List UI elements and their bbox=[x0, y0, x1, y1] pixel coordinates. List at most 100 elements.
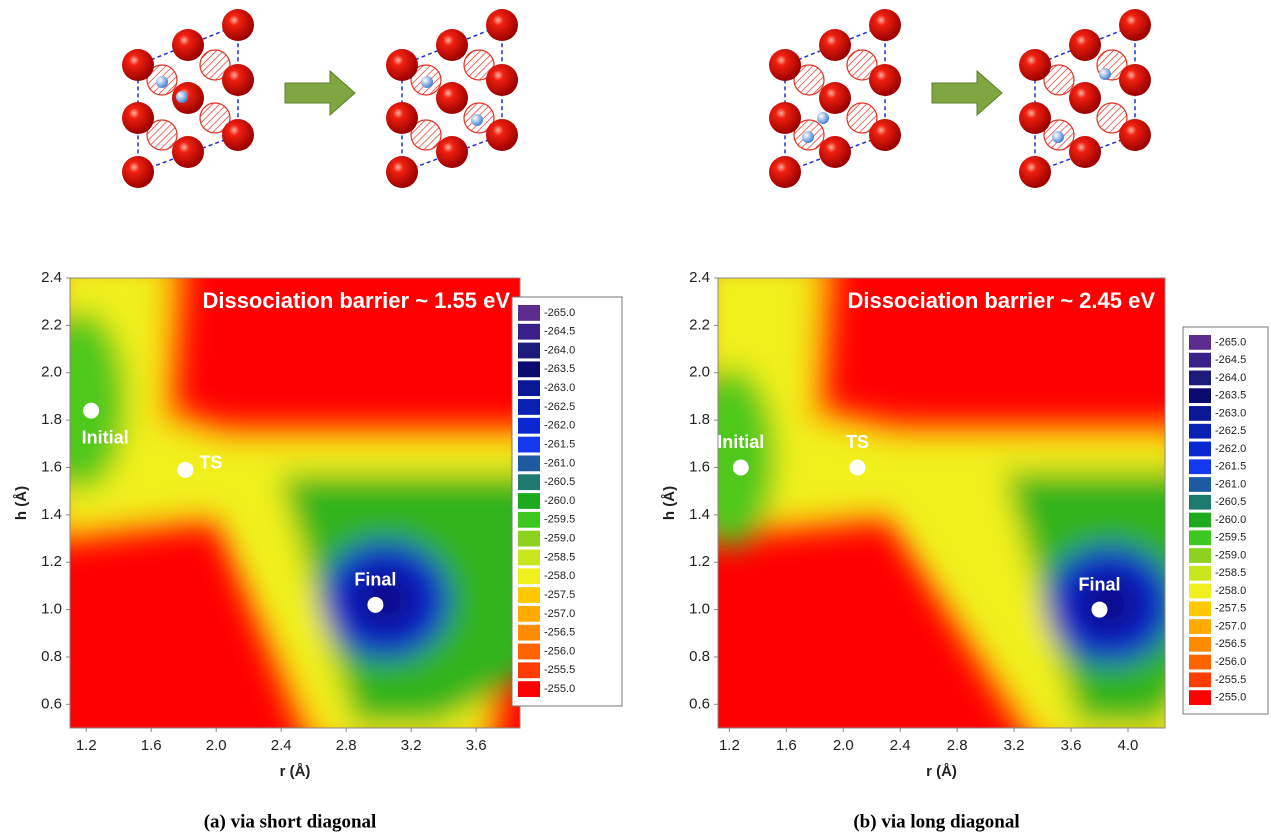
x-tick-label: 3.2 bbox=[401, 737, 422, 754]
legend-swatch bbox=[1189, 619, 1211, 634]
y-axis-label: h (Å) bbox=[661, 486, 678, 520]
legend-swatch bbox=[1189, 406, 1211, 421]
legend-label: -261.0 bbox=[1215, 478, 1246, 490]
x-tick-label: 2.8 bbox=[336, 737, 357, 754]
figure: 1.21.62.02.42.83.23.60.60.81.01.21.41.61… bbox=[0, 0, 1271, 835]
legend-label: -255.5 bbox=[544, 664, 575, 676]
legend-swatch bbox=[518, 662, 540, 678]
legend-label: -259.5 bbox=[1215, 532, 1246, 544]
legend-swatch bbox=[1189, 477, 1211, 492]
y-tick-label: 1.2 bbox=[41, 553, 62, 570]
legend-swatch bbox=[518, 380, 540, 396]
x-axis-label: r (Å) bbox=[280, 763, 311, 780]
legend-swatch bbox=[518, 361, 540, 377]
legend-label: -263.0 bbox=[1215, 407, 1246, 419]
legend-label: -263.5 bbox=[1215, 390, 1246, 402]
point-label: TS bbox=[846, 432, 869, 452]
x-tick-label: 1.6 bbox=[776, 737, 797, 754]
legend-swatch bbox=[1189, 655, 1211, 670]
contour-surface bbox=[686, 258, 1220, 748]
legend-label: -260.0 bbox=[1215, 514, 1246, 526]
contour-surface bbox=[36, 258, 550, 748]
legend-swatch bbox=[1189, 442, 1211, 457]
y-tick-label: 2.0 bbox=[689, 364, 710, 381]
legend-swatch bbox=[518, 531, 540, 547]
legend-label: -261.0 bbox=[544, 457, 575, 469]
legend-swatch bbox=[518, 493, 540, 509]
point-label: TS bbox=[199, 453, 222, 473]
x-tick-label: 1.6 bbox=[141, 737, 162, 754]
caption: (b) via long diagonal bbox=[853, 811, 1019, 832]
y-tick-label: 0.8 bbox=[41, 648, 62, 665]
y-tick-label: 1.8 bbox=[41, 411, 62, 428]
x-tick-label: 2.0 bbox=[206, 737, 227, 754]
annotation: Dissociation barrier ~ 1.55 eV bbox=[202, 288, 510, 313]
legend-label: -264.0 bbox=[1215, 372, 1246, 384]
legend-swatch bbox=[1189, 335, 1211, 350]
arrow bbox=[285, 71, 355, 115]
point-label: Initial bbox=[82, 427, 129, 447]
legend-swatch bbox=[518, 399, 540, 415]
x-tick-label: 2.4 bbox=[890, 737, 911, 754]
y-tick-label: 1.2 bbox=[689, 553, 710, 570]
legend-swatch bbox=[518, 550, 540, 566]
legend-label: -260.0 bbox=[544, 495, 575, 507]
legend-swatch bbox=[1189, 424, 1211, 439]
legend-swatch bbox=[518, 455, 540, 471]
legend-swatch bbox=[518, 343, 540, 359]
legend-swatch bbox=[518, 587, 540, 603]
legend-label: -256.0 bbox=[1215, 656, 1246, 668]
legend-label: -263.0 bbox=[544, 382, 575, 394]
legend-swatch bbox=[518, 512, 540, 528]
x-tick-label: 2.4 bbox=[271, 737, 292, 754]
y-tick-label: 1.6 bbox=[689, 458, 710, 475]
page: 1.21.62.02.42.83.23.60.60.81.01.21.41.61… bbox=[0, 0, 1271, 835]
legend-label: -259.5 bbox=[544, 514, 575, 526]
point-marker bbox=[733, 459, 749, 475]
y-tick-label: 0.6 bbox=[41, 695, 62, 712]
point-marker bbox=[367, 597, 383, 613]
structure bbox=[769, 9, 901, 188]
annotation: Dissociation barrier ~ 2.45 eV bbox=[847, 288, 1155, 313]
y-tick-label: 1.4 bbox=[41, 506, 62, 523]
legend-swatch bbox=[518, 324, 540, 340]
legend-swatch bbox=[1189, 530, 1211, 545]
legend-label: -262.5 bbox=[1215, 425, 1246, 437]
legend-label: -260.5 bbox=[1215, 496, 1246, 508]
legend-label: -262.0 bbox=[544, 420, 575, 432]
legend-label: -263.5 bbox=[544, 363, 575, 375]
y-tick-label: 1.0 bbox=[41, 601, 62, 618]
legend-label: -264.5 bbox=[1215, 354, 1246, 366]
legend-label: -261.5 bbox=[544, 438, 575, 450]
x-tick-label: 1.2 bbox=[76, 737, 97, 754]
y-tick-label: 1.0 bbox=[689, 601, 710, 618]
legend-label: -257.5 bbox=[544, 589, 575, 601]
point-marker bbox=[850, 459, 866, 475]
legend-label: -264.5 bbox=[544, 326, 575, 338]
arrow bbox=[932, 71, 1002, 115]
y-tick-label: 1.6 bbox=[41, 458, 62, 475]
x-tick-label: 3.2 bbox=[1004, 737, 1025, 754]
legend-label: -258.5 bbox=[544, 551, 575, 563]
structure bbox=[386, 9, 518, 188]
point-label: Final bbox=[1079, 574, 1121, 594]
y-tick-label: 2.2 bbox=[41, 316, 62, 333]
legend-label: -261.5 bbox=[1215, 461, 1246, 473]
legend-swatch bbox=[1189, 388, 1211, 403]
legend-label: -259.0 bbox=[1215, 549, 1246, 561]
legend-swatch bbox=[518, 418, 540, 434]
point-marker bbox=[83, 403, 99, 419]
x-tick-label: 4.0 bbox=[1118, 737, 1139, 754]
y-tick-label: 2.2 bbox=[689, 316, 710, 333]
legend-label: -257.0 bbox=[544, 608, 575, 620]
y-tick-label: 2.0 bbox=[41, 364, 62, 381]
legend-label: -257.5 bbox=[1215, 603, 1246, 615]
legend-label: -255.5 bbox=[1215, 674, 1246, 686]
legend-label: -262.0 bbox=[1215, 443, 1246, 455]
legend-swatch bbox=[518, 474, 540, 490]
point-label: Final bbox=[354, 570, 396, 590]
legend-swatch bbox=[1189, 371, 1211, 386]
legend-swatch bbox=[1189, 548, 1211, 563]
